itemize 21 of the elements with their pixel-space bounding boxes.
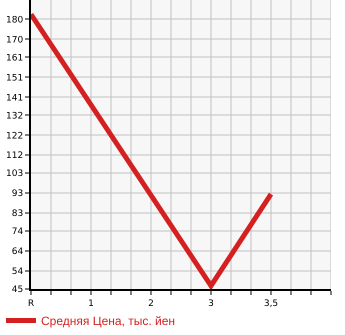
y-tick-label: 64 xyxy=(12,247,24,258)
x-tick-label: 3 xyxy=(208,298,214,309)
x-tick-label: R xyxy=(28,298,34,309)
y-tick-label: 161 xyxy=(6,53,24,64)
y-tick-label: 132 xyxy=(6,111,24,122)
y-tick-label: 45 xyxy=(12,285,24,296)
y-tick-label: 141 xyxy=(6,93,24,104)
y-tick-label: 74 xyxy=(12,227,24,238)
y-tick-label: 103 xyxy=(6,169,24,180)
y-tick-label: 83 xyxy=(12,209,24,220)
legend-label: Средняя Цена, тыс. йен xyxy=(41,314,176,328)
y-tick-label: 54 xyxy=(12,267,24,278)
x-tick-label: 3,5 xyxy=(264,298,278,309)
y-tick-label: 151 xyxy=(6,73,24,84)
y-tick-label: 170 xyxy=(6,35,24,46)
y-tick-label: 93 xyxy=(12,189,24,200)
y-tick-label: 122 xyxy=(6,131,24,142)
x-tick-label: 1 xyxy=(88,298,94,309)
x-tick-label: 2 xyxy=(148,298,154,309)
y-tick-label: 112 xyxy=(6,151,24,162)
y-tick-label: 180 xyxy=(6,15,24,26)
